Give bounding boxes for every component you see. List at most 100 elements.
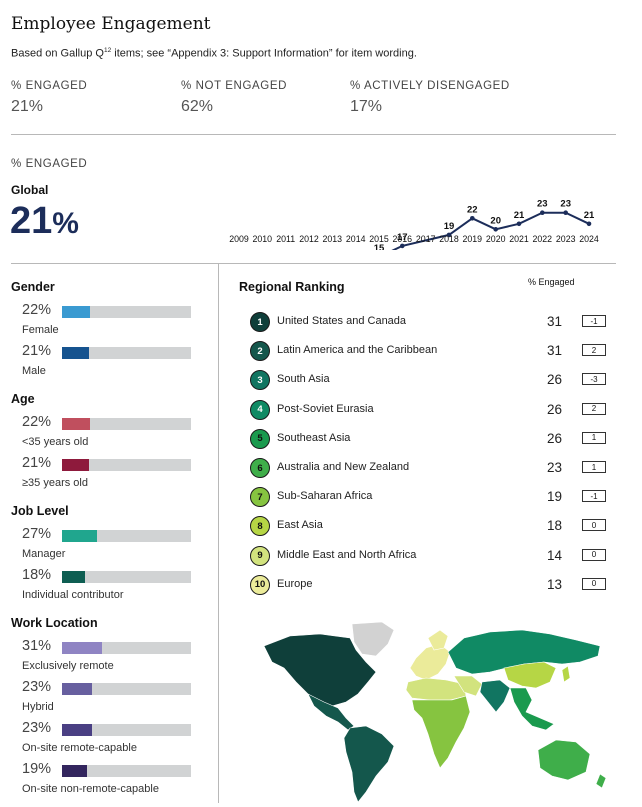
bar-category-label: Manager [22, 548, 66, 560]
trend-x-tick-label: 2023 [556, 234, 576, 244]
divider-top [11, 134, 616, 135]
page-subtitle: Based on Gallup Q12 items; see “Appendix… [11, 47, 417, 60]
map-new-zealand [595, 773, 607, 789]
trend-x-tick-label: 2020 [486, 234, 506, 244]
bar-value-label: 21% [22, 343, 52, 359]
bar-fill [62, 571, 86, 583]
trend-point [470, 216, 475, 221]
rank-engaged-value: 18 [547, 518, 563, 534]
trend-x-tick-label: 2010 [253, 234, 273, 244]
trend-x-tick-label: 2016 [393, 234, 413, 244]
map-middle-east [453, 675, 483, 697]
bar-track [62, 347, 191, 359]
bar-fill [62, 530, 97, 542]
rank-number-badge: 4 [250, 399, 270, 420]
rank-engaged-value: 31 [547, 314, 563, 329]
bar-value-label: 31% [22, 638, 52, 654]
global-label: Global [11, 183, 49, 197]
map-southeast-asia [509, 687, 555, 731]
map-japan [561, 665, 571, 683]
rank-engaged-value: 26 [547, 401, 563, 417]
trend-data-label: 21 [514, 210, 525, 221]
bar-value-label: 23% [22, 679, 52, 695]
rank-engaged-value: 26 [547, 430, 563, 446]
trend-point [516, 221, 522, 227]
bar-fill [62, 765, 87, 777]
trend-line [391, 211, 590, 250]
map-scandinavia [427, 629, 449, 651]
bar-track [62, 571, 191, 583]
bar-fill [62, 418, 91, 430]
rank-number-badge: 5 [250, 428, 270, 449]
global-value: 21% [10, 200, 79, 243]
bar-value-label: 18% [22, 567, 52, 583]
map-eurasia [447, 629, 601, 675]
global-value-number: 21 [10, 200, 53, 242]
map-north-america [263, 633, 377, 707]
trend-data-label: 20 [490, 215, 501, 226]
bar-category-label: <35 years old [22, 436, 89, 448]
bar-category-label: Hybrid [22, 701, 54, 713]
rank-engaged-value: 19 [547, 489, 563, 505]
trend-data-label: 14 [350, 249, 361, 251]
trend-x-tick-label: 2009 [229, 234, 249, 244]
map-south-asia [479, 679, 511, 713]
rank-number-badge: 8 [250, 516, 270, 537]
global-value-unit: % [52, 207, 79, 240]
rank-region-name: East Asia [277, 519, 323, 532]
rank-change-box: 2 [582, 344, 606, 357]
trend-x-tick-label: 2014 [346, 234, 366, 244]
rank-engaged-value: 31 [547, 343, 563, 359]
rank-number-badge: 6 [250, 458, 270, 478]
actively-disengaged-value: 17% [350, 98, 383, 115]
trend-point [563, 210, 568, 215]
bar-value-label: 19% [22, 761, 52, 777]
trend-x-tick-label: 2022 [533, 234, 553, 244]
rank-engaged-value: 23 [547, 460, 563, 475]
bar-fill [62, 724, 92, 736]
rank-number-badge: 9 [250, 545, 270, 566]
trend-x-tick-label: 2021 [509, 234, 529, 244]
actively-disengaged-label: % ACTIVELY DISENGAGED [350, 80, 510, 92]
rank-region-name: United States and Canada [277, 315, 407, 327]
rank-engaged-value: 26 [547, 372, 563, 388]
map-australia [537, 739, 591, 781]
rank-engaged-value: 13 [547, 576, 563, 592]
bar-track [62, 642, 191, 654]
regional-ranking-value-header: % Engaged [528, 277, 575, 287]
rank-region-name: Europe [277, 577, 313, 590]
rank-change-box: 0 [582, 519, 606, 532]
rank-change-box: 1 [582, 461, 606, 473]
group-title: Work Location [11, 616, 98, 630]
map-greenland [351, 622, 395, 657]
bar-track [62, 530, 191, 542]
bar-fill [62, 306, 91, 318]
trend-data-label: 17 [397, 232, 408, 243]
rank-change-box: 0 [582, 577, 606, 590]
rank-region-name: Latin America and the Caribbean [277, 344, 438, 357]
not-engaged-value: 62% [181, 98, 214, 115]
bar-fill [62, 683, 92, 695]
bar-value-label: 27% [22, 526, 52, 542]
group-title: Age [11, 392, 35, 406]
trend-x-tick-label: 2012 [299, 234, 319, 244]
bar-fill [62, 459, 90, 471]
trend-data-label: 19 [444, 221, 455, 232]
rank-number-badge: 10 [250, 574, 270, 595]
trend-x-tick-label: 2015 [369, 234, 389, 244]
trend-data-label: 23 [560, 199, 571, 210]
trend-x-tick-label: 2017 [416, 234, 436, 244]
bar-value-label: 22% [22, 302, 52, 318]
rank-number-badge: 1 [250, 312, 270, 332]
subtitle-text: Based on Gallup Q [11, 47, 104, 60]
regional-ranking-title: Regional Ranking [239, 280, 345, 294]
trend-data-label: 22 [467, 204, 478, 215]
map-europe [409, 643, 451, 681]
bar-track [62, 683, 191, 695]
subtitle-superscript: 12 [103, 47, 112, 54]
bar-category-label: On-site remote-capable [22, 742, 137, 754]
bar-fill [62, 347, 90, 359]
rank-number-badge: 7 [250, 487, 270, 508]
bar-category-label: Female [22, 324, 59, 336]
trend-x-tick-label: 2019 [463, 234, 483, 244]
